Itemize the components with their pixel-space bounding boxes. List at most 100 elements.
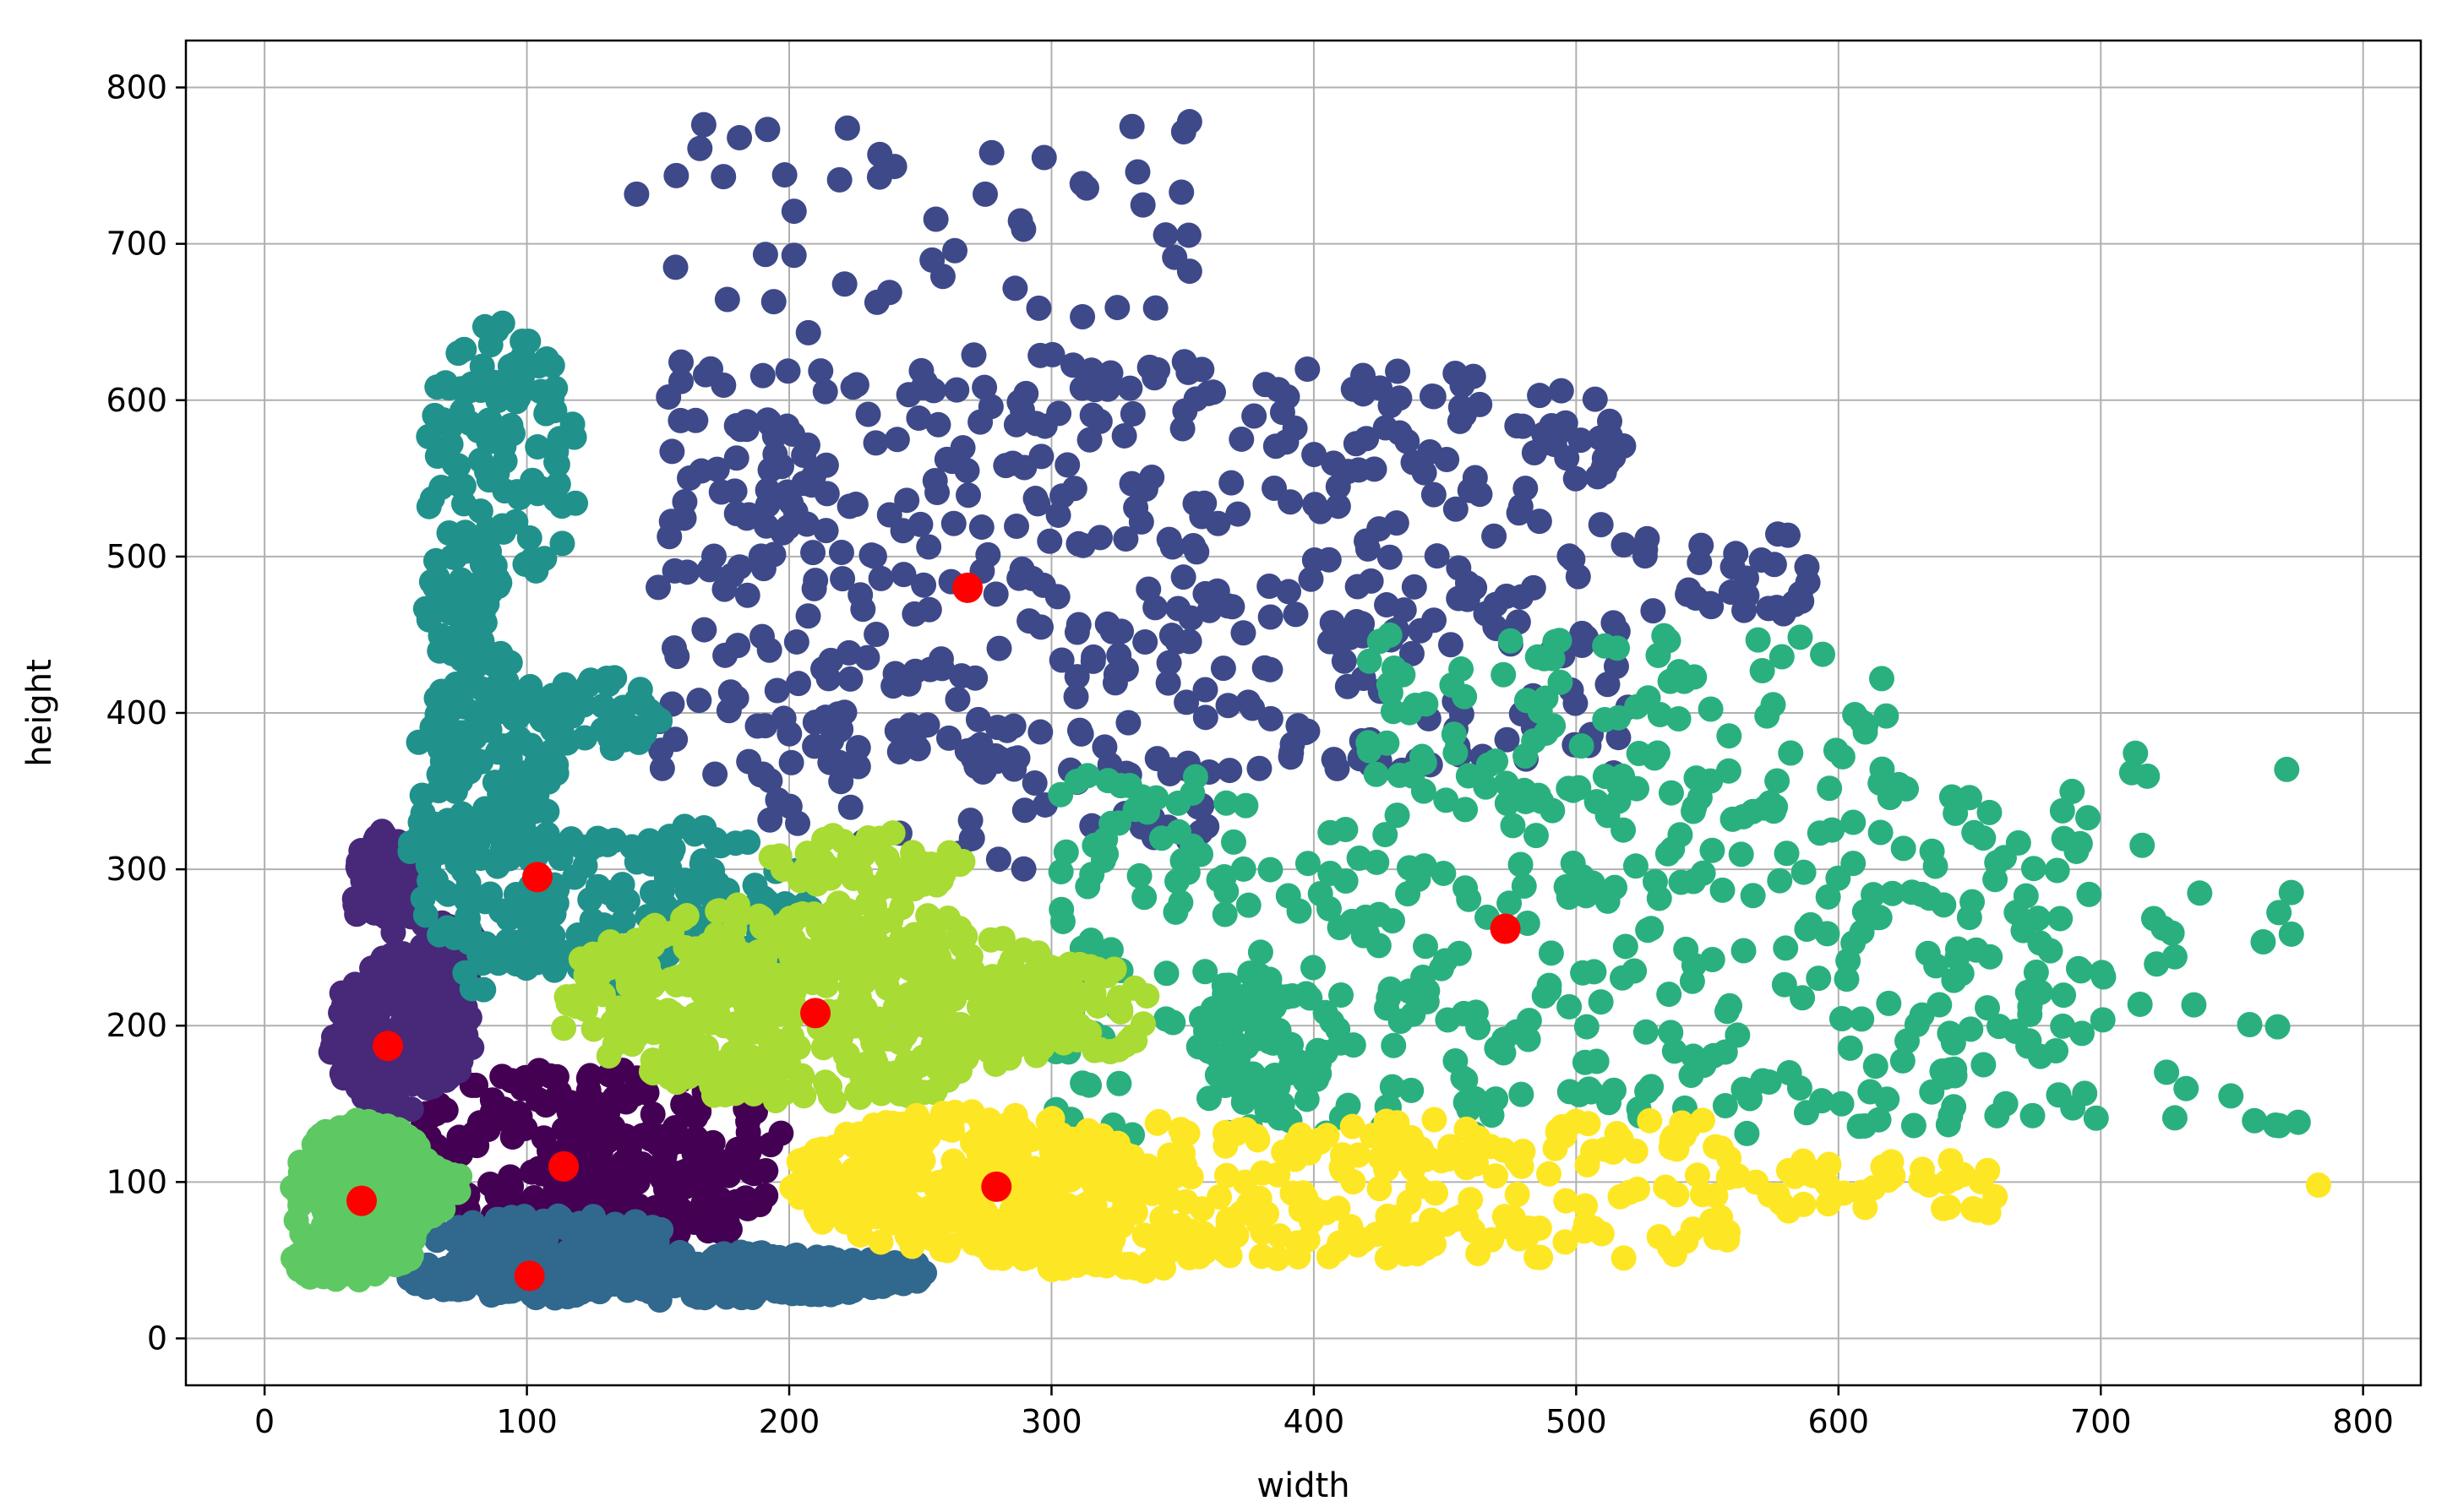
data-point bbox=[846, 985, 872, 1011]
data-point bbox=[1420, 383, 1447, 410]
data-point bbox=[1085, 956, 1111, 982]
data-point bbox=[419, 715, 445, 741]
data-point bbox=[1794, 916, 1820, 943]
data-point bbox=[817, 1083, 843, 1109]
data-point bbox=[1257, 656, 1283, 683]
data-point bbox=[986, 635, 1012, 661]
data-point bbox=[1453, 1155, 1480, 1181]
data-point bbox=[624, 181, 650, 207]
data-point bbox=[1016, 608, 1043, 634]
data-point bbox=[1038, 1139, 1065, 1165]
data-point bbox=[1626, 741, 1652, 767]
data-point bbox=[1307, 880, 1333, 906]
data-point bbox=[1930, 1195, 1956, 1221]
data-point bbox=[668, 368, 695, 394]
data-point bbox=[319, 1167, 346, 1193]
data-point bbox=[711, 164, 737, 190]
data-point bbox=[1146, 1108, 1172, 1134]
data-point bbox=[808, 358, 834, 384]
data-point bbox=[1037, 528, 1063, 554]
data-point bbox=[1622, 853, 1649, 879]
data-point bbox=[1276, 579, 1302, 605]
data-point bbox=[1680, 1216, 1706, 1243]
data-point bbox=[1345, 1142, 1371, 1168]
data-point bbox=[489, 1063, 515, 1090]
data-point bbox=[1001, 756, 1027, 782]
data-point bbox=[1703, 1183, 1729, 1209]
data-point bbox=[672, 489, 698, 515]
data-point bbox=[418, 1183, 444, 1210]
data-point bbox=[1851, 899, 1877, 925]
data-point bbox=[2173, 1075, 2199, 1101]
data-point bbox=[1787, 624, 1813, 650]
data-point bbox=[1169, 847, 1196, 873]
data-point bbox=[640, 933, 666, 959]
data-point bbox=[410, 1264, 436, 1290]
data-point bbox=[1095, 1129, 1121, 1156]
data-point bbox=[1651, 623, 1677, 649]
data-point bbox=[1174, 689, 1200, 715]
data-point bbox=[855, 401, 881, 427]
data-point bbox=[1279, 1180, 1305, 1206]
data-point bbox=[903, 859, 929, 885]
data-point bbox=[2090, 1007, 2116, 1033]
data-point bbox=[760, 289, 787, 315]
cluster-center-5 bbox=[1490, 913, 1521, 944]
data-point bbox=[1767, 867, 1793, 894]
data-point bbox=[2063, 838, 2090, 864]
y-tick-label: 500 bbox=[106, 538, 167, 575]
data-point bbox=[2019, 1102, 2046, 1129]
data-point bbox=[1815, 884, 1841, 910]
data-point bbox=[965, 706, 991, 732]
data-point bbox=[1407, 617, 1433, 644]
data-point bbox=[1316, 547, 1342, 573]
data-point bbox=[1345, 457, 1371, 483]
data-point bbox=[677, 465, 703, 492]
data-point bbox=[1192, 677, 1218, 703]
data-point bbox=[1112, 1192, 1138, 1218]
data-point bbox=[1540, 797, 1566, 824]
data-point bbox=[1770, 601, 1796, 627]
data-point bbox=[610, 698, 636, 724]
data-point bbox=[925, 411, 951, 438]
data-point bbox=[525, 481, 551, 507]
data-point bbox=[715, 1197, 741, 1223]
data-point bbox=[923, 955, 949, 982]
cluster-1-points bbox=[318, 819, 488, 1123]
data-point bbox=[1646, 885, 1672, 911]
data-point bbox=[1413, 691, 1439, 717]
data-point bbox=[1437, 632, 1463, 658]
data-point bbox=[1793, 1100, 1819, 1126]
data-point bbox=[1153, 222, 1179, 248]
data-point bbox=[1122, 797, 1148, 823]
data-point bbox=[1093, 1238, 1120, 1265]
data-point bbox=[528, 1220, 554, 1246]
data-point bbox=[1857, 1079, 1883, 1105]
data-point bbox=[691, 617, 717, 643]
data-point bbox=[343, 1241, 369, 1267]
data-point bbox=[2181, 992, 2207, 1018]
data-point bbox=[544, 1084, 570, 1110]
data-point bbox=[1572, 1193, 1599, 1219]
data-point bbox=[1088, 1174, 1115, 1200]
data-point bbox=[1977, 944, 2003, 970]
data-point bbox=[1301, 442, 1327, 468]
data-point bbox=[1153, 960, 1180, 987]
data-point bbox=[1835, 948, 1861, 974]
data-point bbox=[489, 513, 515, 539]
data-point bbox=[1011, 216, 1037, 242]
x-tick-label: 0 bbox=[254, 1403, 275, 1440]
data-point bbox=[549, 530, 575, 557]
data-point bbox=[610, 908, 636, 934]
data-point bbox=[1452, 1067, 1479, 1093]
data-point bbox=[1235, 892, 1262, 918]
data-point bbox=[533, 400, 559, 427]
data-point bbox=[1156, 650, 1182, 676]
data-point bbox=[736, 748, 762, 775]
data-point bbox=[961, 342, 987, 368]
data-point bbox=[1666, 665, 1692, 691]
data-point bbox=[1709, 877, 1736, 903]
data-point bbox=[410, 808, 436, 834]
data-point bbox=[1108, 773, 1134, 799]
data-point bbox=[668, 349, 695, 375]
